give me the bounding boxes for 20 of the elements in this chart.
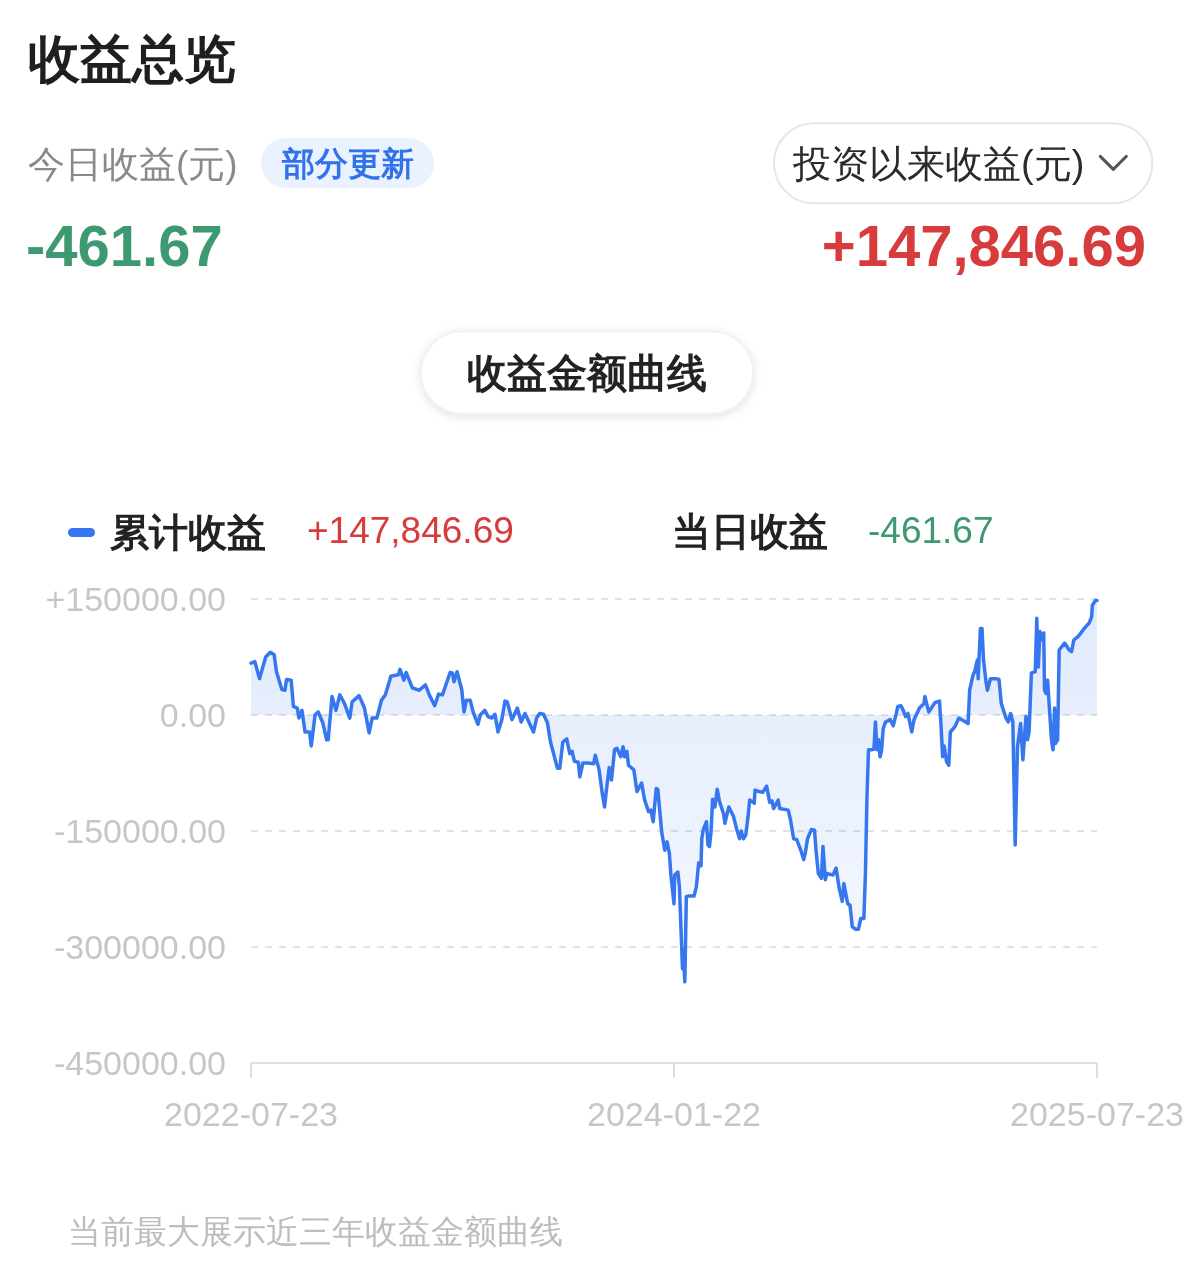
x-tick-label: 2024-01-22 [587,1095,761,1133]
y-tick-label: +150000.00 [45,580,226,618]
text: 收益金额曲线 [467,351,707,395]
text: -461.67 [868,510,994,551]
text: +147,846.69 [821,213,1146,278]
y-tick-label: 0.00 [159,696,226,734]
text: 当前最大展示近三年收益金额曲线 [68,1213,563,1250]
text: 投资以来收益(元) [792,143,1085,185]
y-tick-label: -450000.00 [53,1044,226,1082]
chart-title: 收益总览 [28,30,236,88]
text: -461.67 [26,213,223,278]
text: +147,846.69 [307,510,514,551]
text: 当日收益 [672,510,828,553]
y-tick-label: -300000.00 [53,928,226,966]
x-tick-label: 2022-07-23 [164,1095,338,1133]
legend-label: 累计收益 [110,511,266,554]
text: 部分更新 [281,145,414,182]
y-tick-label: -150000.00 [53,812,226,850]
text: 今日收益(元) [28,144,238,185]
x-tick-label: 2025-07-23 [1010,1095,1184,1133]
